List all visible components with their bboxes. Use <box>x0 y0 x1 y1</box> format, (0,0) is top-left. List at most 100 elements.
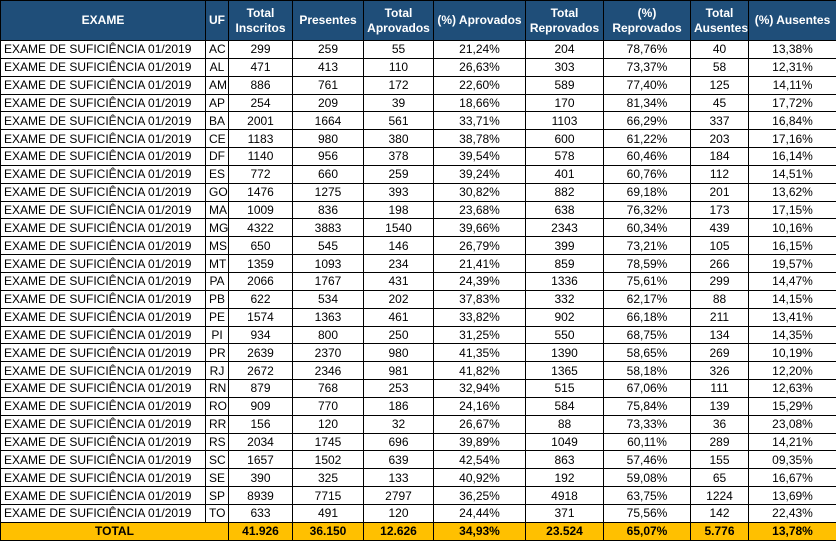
table-cell: 111 <box>690 379 749 398</box>
table-cell: 439 <box>690 218 749 238</box>
table-cell: 23,68% <box>433 200 526 220</box>
total-cell: TOTAL <box>0 521 229 541</box>
table-cell: PA <box>205 271 229 291</box>
table-cell: MS <box>205 236 229 256</box>
column-header: Presentes <box>292 0 364 41</box>
table-cell: 62,17% <box>603 289 691 309</box>
column-header: Total Aprovados <box>363 0 434 41</box>
table-cell: 41,82% <box>433 361 526 381</box>
table-cell: 250 <box>363 325 434 345</box>
table-row: EXAME DE SUFICIÊNCIA 01/2019 RN 879 768 253 3… <box>0 379 836 398</box>
table-cell: 299 <box>690 271 749 291</box>
table-cell: 112 <box>690 164 749 184</box>
table-cell: 259 <box>363 164 434 184</box>
table-cell: 65 <box>690 468 749 488</box>
table-cell: AC <box>205 40 229 59</box>
table-cell: 16,67% <box>748 468 836 488</box>
table-cell: 2370 <box>292 343 364 363</box>
table-cell: 859 <box>525 254 604 273</box>
table-cell: 1657 <box>228 450 293 470</box>
table-cell: 393 <box>363 182 434 202</box>
table-cell: 639 <box>363 450 434 470</box>
table-cell: 42,54% <box>433 450 526 470</box>
table-cell: 491 <box>292 503 364 523</box>
table-cell: 69,18% <box>603 182 691 202</box>
table-cell: 58,65% <box>603 343 691 363</box>
table-cell: 133 <box>363 468 434 488</box>
table-cell: 39,89% <box>433 432 526 452</box>
table-cell: 1574 <box>228 307 293 327</box>
table-cell: 192 <box>525 468 604 488</box>
table-cell: EXAME DE SUFICIÊNCIA 01/2019 <box>0 361 206 381</box>
table-cell: 139 <box>690 396 749 416</box>
table-cell: 12,20% <box>748 361 836 381</box>
table-row: EXAME DE SUFICIÊNCIA 01/2019 MA 1009 836 198… <box>0 200 836 220</box>
table-cell: 471 <box>228 57 293 77</box>
table-cell: 22,60% <box>433 75 526 95</box>
table-cell: 39,54% <box>433 147 526 166</box>
table-cell: 1476 <box>228 182 293 202</box>
table-cell: EXAME DE SUFICIÊNCIA 01/2019 <box>0 254 206 273</box>
table-cell: 60,11% <box>603 432 691 452</box>
table-cell: EXAME DE SUFICIÊNCIA 01/2019 <box>0 307 206 327</box>
table-cell: 45 <box>690 93 749 113</box>
table-row: EXAME DE SUFICIÊNCIA 01/2019 RS 2034 1745 69… <box>0 432 836 452</box>
table-cell: EXAME DE SUFICIÊNCIA 01/2019 <box>0 325 206 345</box>
table-cell: 761 <box>292 75 364 95</box>
table-cell: 39,24% <box>433 164 526 184</box>
table-row: EXAME DE SUFICIÊNCIA 01/2019 AC 299 259 55 21… <box>0 40 836 59</box>
table-cell: 22,43% <box>748 503 836 523</box>
table-cell: 57,46% <box>603 450 691 470</box>
table-cell: 2001 <box>228 111 293 131</box>
table-cell: 326 <box>690 361 749 381</box>
table-cell: 60,34% <box>603 218 691 238</box>
table-cell: 17,72% <box>748 93 836 113</box>
table-cell: 24,44% <box>433 503 526 523</box>
table-cell: 61,22% <box>603 129 691 149</box>
table-cell: CE <box>205 129 229 149</box>
table-cell: 1540 <box>363 218 434 238</box>
table-cell: PI <box>205 325 229 345</box>
table-cell: 39,66% <box>433 218 526 238</box>
table-cell: RN <box>205 379 229 398</box>
table-cell: 81,34% <box>603 93 691 113</box>
table-cell: 19,57% <box>748 254 836 273</box>
table-row: EXAME DE SUFICIÊNCIA 01/2019 SC 1657 1502 63… <box>0 450 836 470</box>
table-cell: 24,16% <box>433 396 526 416</box>
table-cell: 38,78% <box>433 129 526 149</box>
table-row: EXAME DE SUFICIÊNCIA 01/2019 RO 909 770 186 2… <box>0 396 836 416</box>
table-cell: 33,71% <box>433 111 526 131</box>
table-cell: EXAME DE SUFICIÊNCIA 01/2019 <box>0 164 206 184</box>
table-cell: 13,38% <box>748 40 836 59</box>
table-cell: 36 <box>690 414 749 434</box>
table-cell: 980 <box>363 343 434 363</box>
table-cell: 60,46% <box>603 147 691 166</box>
table-cell: RO <box>205 396 229 416</box>
table-cell: 30,82% <box>433 182 526 202</box>
total-cell: 12.626 <box>363 521 434 541</box>
table-cell: 16,14% <box>748 147 836 166</box>
table-cell: 981 <box>363 361 434 381</box>
table-cell: 75,56% <box>603 503 691 523</box>
table-cell: 26,79% <box>433 236 526 256</box>
table-row: EXAME DE SUFICIÊNCIA 01/2019 PR 2639 2370 98… <box>0 343 836 363</box>
table-cell: 18,66% <box>433 93 526 113</box>
column-header: Total Ausentes <box>690 0 749 41</box>
table-cell: 16,15% <box>748 236 836 256</box>
table-cell: 545 <box>292 236 364 256</box>
table-cell: 534 <box>292 289 364 309</box>
table-cell: 431 <box>363 271 434 291</box>
table-cell: 234 <box>363 254 434 273</box>
table-cell: 325 <box>292 468 364 488</box>
table-cell: 12,63% <box>748 379 836 398</box>
table-cell: 13,41% <box>748 307 836 327</box>
table-cell: PB <box>205 289 229 309</box>
table-cell: 17,16% <box>748 129 836 149</box>
table-cell: 142 <box>690 503 749 523</box>
table-cell: 882 <box>525 182 604 202</box>
table-cell: 1745 <box>292 432 364 452</box>
table-cell: 3883 <box>292 218 364 238</box>
table-row: EXAME DE SUFICIÊNCIA 01/2019 ES 772 660 259 3… <box>0 164 836 184</box>
table-cell: 14,47% <box>748 271 836 291</box>
